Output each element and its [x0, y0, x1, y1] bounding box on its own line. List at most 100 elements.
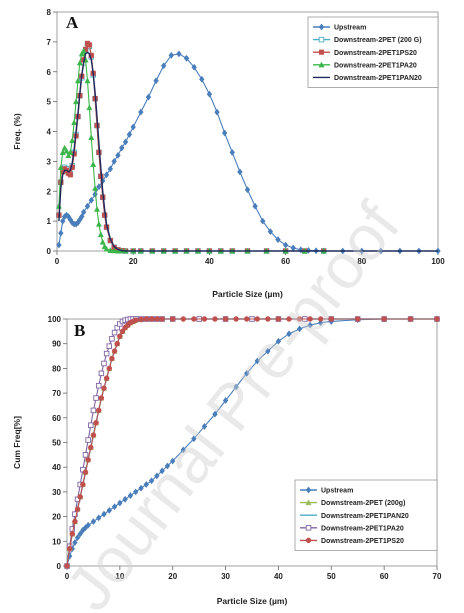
data-point	[96, 183, 102, 191]
y-tick-label: 40	[52, 463, 61, 472]
legend-label: Downstream-2PET1PAN20	[334, 75, 422, 82]
x-tick-label: 0	[65, 572, 70, 581]
legend: Upstream Downstream-2PET (200 G) Downstrea…	[307, 16, 439, 88]
data-point	[114, 247, 121, 254]
data-point	[233, 316, 239, 322]
data-point	[76, 59, 83, 66]
data-point	[122, 138, 129, 146]
data-point	[101, 385, 107, 391]
data-point	[127, 492, 134, 499]
x-tick-label: 20	[168, 572, 177, 581]
data-point	[145, 93, 152, 101]
data-point	[66, 545, 73, 552]
data-point	[176, 50, 182, 58]
data-point	[169, 316, 176, 322]
data-point	[328, 316, 335, 322]
legend-swatch-marker	[318, 49, 325, 55]
data-point	[95, 220, 102, 227]
series-line	[58, 51, 438, 252]
y-tick-label: 100	[48, 315, 62, 324]
data-point	[86, 42, 92, 48]
x-tick-label: 100	[431, 257, 445, 266]
data-point	[296, 325, 303, 333]
data-point	[160, 62, 167, 70]
y-tick-label: 10	[52, 537, 61, 546]
data-point	[111, 503, 118, 511]
data-point	[222, 316, 229, 322]
data-point	[237, 168, 243, 176]
data-point	[381, 316, 387, 322]
data-point	[74, 77, 81, 84]
data-point	[109, 336, 115, 342]
data-point	[275, 236, 281, 244]
x-tick-label: 60	[380, 572, 389, 581]
data-point	[199, 75, 205, 83]
data-point	[233, 383, 239, 391]
data-point	[138, 484, 144, 492]
legend-swatch-marker	[318, 61, 325, 68]
data-point	[148, 477, 155, 485]
data-point	[84, 202, 91, 210]
legend-label: Downstream-2PET1PS20	[334, 50, 417, 57]
data-point	[143, 481, 149, 488]
data-point	[67, 149, 74, 155]
data-point	[164, 462, 171, 470]
data-point	[99, 238, 106, 245]
x-axis-title: Particle Size (µm)	[212, 289, 283, 299]
data-point	[212, 316, 218, 322]
data-point	[63, 147, 70, 154]
data-point	[132, 317, 139, 323]
data-point	[92, 185, 99, 191]
data-point	[282, 241, 289, 249]
data-point	[244, 186, 251, 194]
data-point	[170, 457, 176, 465]
x-tick-label: 20	[129, 257, 138, 266]
data-point	[117, 499, 123, 507]
data-point	[180, 316, 187, 322]
data-point	[101, 360, 107, 367]
legend-label: Upstream	[334, 25, 366, 32]
data-point	[243, 316, 250, 322]
data-point	[153, 77, 159, 85]
legend: Upstream Downstream-2PET (200g) Downstream…	[294, 479, 438, 551]
data-point	[107, 165, 114, 173]
data-point	[93, 205, 101, 212]
chart-panel-b: 0 10 20 30 40 50 60 70 80 90 100 0 10 20 30 40 50 60 70 Par…	[12, 315, 442, 606]
data-point	[101, 510, 107, 518]
data-point	[82, 469, 89, 475]
data-point	[103, 171, 110, 179]
data-point	[74, 506, 81, 512]
data-point	[307, 321, 313, 329]
data-point	[265, 316, 271, 322]
x-tick-label: 70	[433, 572, 442, 581]
data-point	[88, 444, 94, 451]
legend-swatch-marker	[305, 525, 312, 531]
legend-label: Downstream-2PET1PS20	[321, 538, 404, 545]
legend-swatch-marker	[305, 486, 312, 494]
data-point	[72, 511, 78, 517]
series-1	[56, 42, 327, 254]
y-tick-label: 20	[52, 513, 61, 522]
data-point	[201, 316, 208, 322]
data-point	[111, 329, 118, 336]
data-point	[354, 316, 361, 322]
data-point	[79, 213, 85, 221]
data-point	[82, 452, 89, 458]
series-4	[58, 51, 438, 252]
data-point	[154, 316, 160, 322]
data-point	[67, 172, 73, 178]
data-point	[275, 316, 282, 322]
x-tick-label: 40	[205, 257, 214, 266]
data-point	[115, 152, 121, 159]
y-axis-title: Cum Freq[%]	[12, 416, 22, 469]
data-point	[64, 563, 70, 569]
data-point	[221, 129, 228, 137]
y-tick-label: 5	[47, 98, 52, 107]
data-point	[138, 108, 144, 116]
data-point	[111, 157, 117, 165]
x-tick-label: 60	[281, 257, 290, 266]
data-point	[126, 131, 133, 138]
data-point	[317, 316, 324, 322]
